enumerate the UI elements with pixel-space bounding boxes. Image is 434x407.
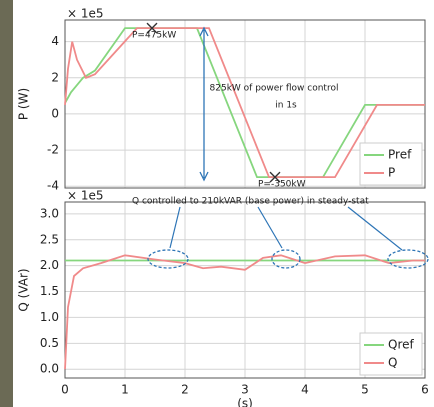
point-marker [146,22,158,34]
annotation: 825kW of power flow control [210,84,339,94]
multiplier: × 1e5 [67,7,104,21]
multiplier: × 1e5 [67,189,104,203]
legend-label: Pref [388,148,412,162]
legend-box [359,332,423,376]
x-tick-label: 0 [61,383,69,397]
x-tick-label: 4 [301,383,309,397]
double-arrow [199,26,209,182]
y-tick-label: 0.0 [40,362,59,376]
y-tick-label: 2.0 [40,258,59,272]
annotation: in 1s [275,101,297,111]
series-line [64,27,425,179]
pointer-arrow [169,206,403,251]
y-tick-label: -2 [47,143,59,157]
y-tick-label: 3.0 [40,206,59,220]
x-tick-label: 6 [421,383,429,397]
y-tick-label: 1.5 [40,284,59,298]
legend-box [359,142,423,186]
y-tick-label: 2 [51,70,59,84]
point-marker [269,171,281,183]
y-tick-label: 4 [51,34,59,48]
legend-label: P [388,166,395,180]
photo-strip [0,0,13,407]
point-label: P=-350kW [258,180,306,190]
x-tick-label: 5 [361,383,369,397]
y-tick-label: -4 [47,179,59,193]
series-line [64,254,425,370]
annotation: Q controlled to 210kVAR (base power) in … [132,197,369,207]
x-axis-label: (s) [237,397,253,407]
y-axis-label: Q (VAr) [17,268,31,311]
y-tick-label: 2.5 [40,232,59,246]
x-tick-label: 2 [181,383,189,397]
highlight-ellipse [147,249,189,269]
legend-label: Qref [388,338,414,352]
y-tick-label: 1.0 [40,310,59,324]
x-tick-label: 3 [241,383,249,397]
point-label: P=475kW [132,31,176,41]
y-tick-label: 0.5 [40,336,59,350]
x-tick-label: 1 [121,383,129,397]
highlight-ellipse [387,249,429,269]
legend-label: Q [388,356,397,370]
axes-frame [64,201,426,379]
y-axis-label: P (W) [17,88,31,120]
y-tick-label: 0 [51,106,59,120]
highlight-ellipse [271,249,301,269]
